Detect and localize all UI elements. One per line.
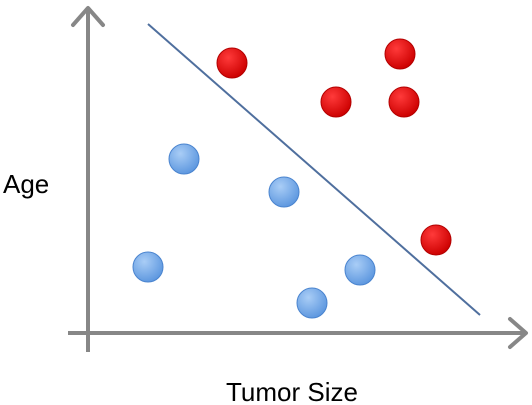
blue-data-point-2 <box>268 176 300 208</box>
red-data-point-2 <box>384 38 416 70</box>
y-axis-label: Age <box>3 169 49 199</box>
red-data-point-4 <box>388 86 420 118</box>
axes <box>68 6 528 352</box>
red-data-point-3 <box>320 86 352 118</box>
data-points <box>132 38 452 319</box>
blue-data-point-4 <box>344 254 376 286</box>
y-axis-arrow-icon <box>71 6 105 27</box>
blue-data-point-1 <box>168 143 200 175</box>
decision-boundary-line <box>147 23 481 316</box>
x-axis-arrow-icon <box>508 317 528 349</box>
red-data-point-5 <box>420 224 452 256</box>
blue-data-point-3 <box>132 251 164 283</box>
x-axis-label: Tumor Size <box>226 377 358 405</box>
red-data-point-1 <box>216 47 248 79</box>
blue-data-point-5 <box>296 287 328 319</box>
